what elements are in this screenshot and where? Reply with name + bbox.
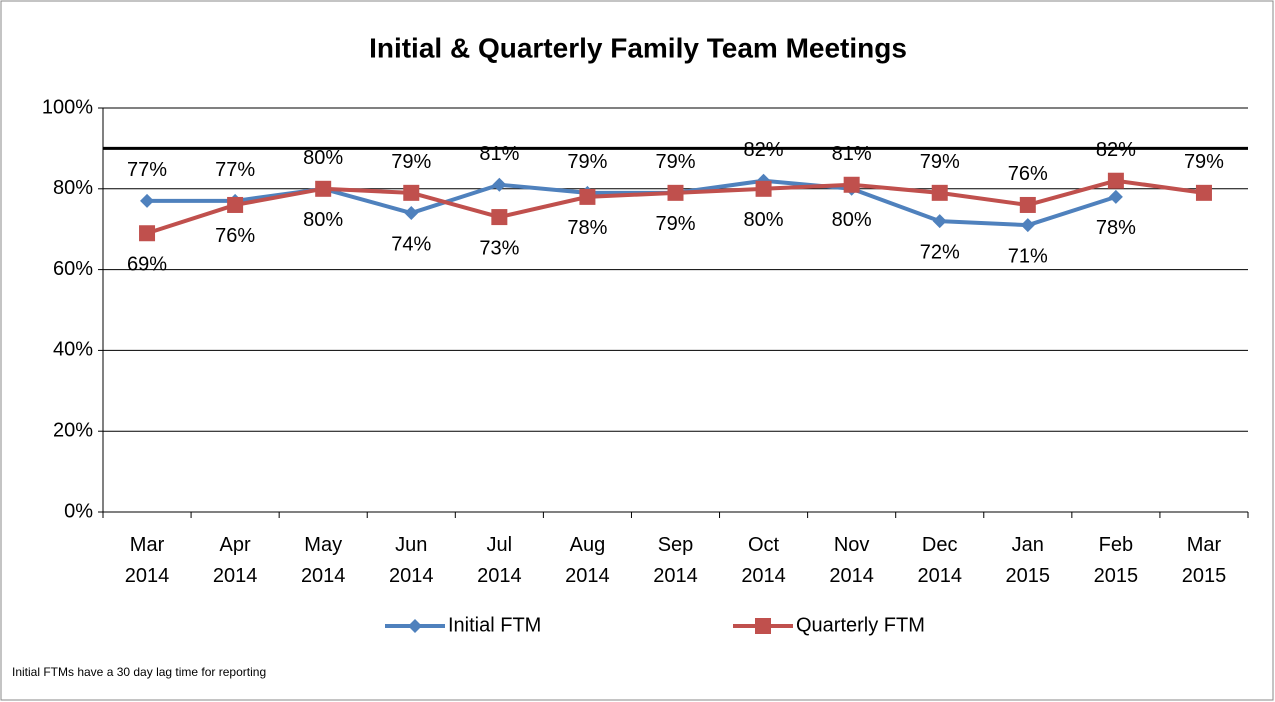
data-label: 82% — [1096, 139, 1136, 161]
data-label: 78% — [567, 217, 607, 239]
data-point — [843, 176, 860, 193]
data-point — [491, 209, 508, 226]
data-label: 71% — [1008, 245, 1048, 267]
legend-label: Quarterly FTM — [796, 614, 925, 636]
y-tick-label: 20% — [53, 419, 93, 441]
data-label: 79% — [391, 151, 431, 173]
x-tick-label: Dec 2014 — [917, 534, 962, 587]
data-point — [1107, 172, 1124, 189]
data-point — [931, 184, 948, 201]
data-point — [139, 225, 156, 242]
x-tick-label: Feb 2015 — [1093, 534, 1139, 587]
y-tick-label: 60% — [53, 258, 93, 280]
data-label: 80% — [744, 209, 784, 231]
data-label: 79% — [1184, 151, 1224, 173]
data-label: 82% — [744, 139, 784, 161]
data-label: 73% — [479, 237, 519, 259]
data-label: 79% — [655, 151, 695, 173]
data-label: 80% — [832, 209, 872, 231]
legend-label: Initial FTM — [448, 614, 541, 636]
data-label: 79% — [655, 213, 695, 235]
data-label: 72% — [920, 241, 960, 263]
x-tick-label: Jan 2015 — [1005, 534, 1051, 587]
data-point — [1108, 189, 1123, 204]
data-point — [667, 184, 684, 201]
data-point — [403, 184, 420, 201]
data-point — [404, 206, 419, 221]
x-tick-label: Oct 2014 — [741, 534, 786, 587]
x-tick-label: Apr 2014 — [212, 534, 258, 587]
x-tick-label: Sep 2014 — [653, 534, 698, 587]
series-line — [147, 178, 1117, 228]
data-point — [492, 177, 507, 192]
data-point — [227, 196, 244, 213]
y-tick-label: 0% — [64, 500, 93, 522]
data-point — [579, 188, 596, 205]
data-label: 79% — [567, 151, 607, 173]
data-point — [1020, 218, 1035, 233]
legend-marker — [408, 619, 422, 633]
data-label: 74% — [391, 233, 431, 255]
chart-title: Initial & Quarterly Family Team Meetings — [369, 32, 907, 63]
x-tick-label: Jul 2014 — [477, 534, 522, 587]
x-tick-label: Mar 2014 — [124, 534, 170, 587]
data-point — [755, 180, 772, 197]
data-point — [1195, 184, 1212, 201]
x-tick-label: Jun 2014 — [389, 534, 434, 587]
legend-marker — [755, 618, 771, 634]
data-label: 81% — [479, 143, 519, 165]
footnote: Initial FTMs have a 30 day lag time for … — [12, 665, 266, 679]
y-tick-label: 80% — [53, 177, 93, 199]
data-point — [140, 193, 155, 208]
data-label: 77% — [215, 159, 255, 181]
data-label: 77% — [127, 159, 167, 181]
data-label: 69% — [127, 254, 167, 276]
data-point — [932, 214, 947, 229]
x-tick-label: Aug 2014 — [565, 534, 610, 587]
data-point — [315, 180, 332, 197]
y-tick-label: 100% — [42, 96, 93, 118]
data-label: 76% — [1008, 163, 1048, 185]
data-label: 81% — [832, 143, 872, 165]
data-label: 79% — [920, 151, 960, 173]
data-label: 76% — [215, 225, 255, 247]
data-point — [1019, 196, 1036, 213]
x-tick-label: Mar 2015 — [1181, 534, 1227, 587]
y-tick-label: 40% — [53, 339, 93, 361]
x-tick-label: May 2014 — [300, 534, 346, 587]
data-label: 80% — [303, 209, 343, 231]
data-label: 80% — [303, 147, 343, 169]
data-label: 78% — [1096, 217, 1136, 239]
x-tick-label: Nov 2014 — [829, 534, 874, 587]
